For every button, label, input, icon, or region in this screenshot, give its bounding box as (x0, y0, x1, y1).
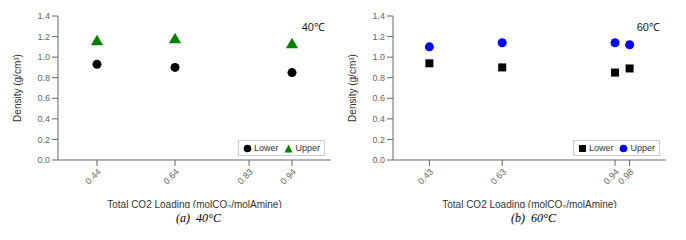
svg-text:1.4: 1.4 (37, 11, 50, 21)
svg-text:0.6: 0.6 (372, 93, 385, 103)
html-text:40℃: 40℃ (301, 21, 325, 33)
html-text:60℃: 60℃ (636, 21, 660, 33)
html-text:Lower: Lower (589, 143, 614, 153)
svg-text:Density (g/cm³): Density (g/cm³) (347, 54, 358, 122)
svg-text:1.0: 1.0 (37, 52, 50, 62)
svg-text:1.2: 1.2 (372, 32, 385, 42)
svg-text:0.4: 0.4 (372, 114, 385, 124)
svg-text:Total CO2 Loading (molCO₂/molA: Total CO2 Loading (molCO₂/molAmine) (107, 199, 282, 208)
html-text:(a) 40°C: (a) 40°C (176, 211, 221, 225)
svg-text:0.94: 0.94 (278, 167, 297, 186)
svg-text:0.94: 0.94 (601, 166, 621, 187)
html-text:Upper: Upper (630, 143, 655, 153)
html-text:(b) 60°C: (b) 60°C (511, 211, 556, 225)
svg-text:1.0: 1.0 (372, 52, 385, 62)
svg-text:0.2: 0.2 (37, 135, 50, 145)
svg-text:0.2: 0.2 (372, 135, 385, 145)
svg-text:0.64: 0.64 (161, 167, 180, 186)
svg-text:Density (g/cm³): Density (g/cm³) (12, 54, 23, 122)
svg-text:Total CO2 Loading (molCO₂/molA: Total CO2 Loading (molCO₂/molAmine) (442, 199, 617, 208)
svg-text:1.4: 1.4 (372, 11, 385, 21)
svg-text:0.44: 0.44 (83, 167, 102, 186)
svg-text:0.83: 0.83 (236, 167, 255, 186)
svg-text:0.6: 0.6 (37, 93, 50, 103)
svg-text:1.2: 1.2 (37, 32, 50, 42)
svg-text:0.8: 0.8 (37, 73, 50, 83)
svg-text:0.63: 0.63 (489, 167, 508, 186)
svg-text:0.43: 0.43 (416, 167, 435, 186)
html-text:Lower: Lower (254, 143, 279, 153)
html-text:Upper: Upper (295, 143, 320, 153)
svg-text:0.0: 0.0 (37, 155, 50, 165)
svg-text:0.4: 0.4 (37, 114, 50, 124)
svg-text:0.8: 0.8 (372, 73, 385, 83)
svg-text:0.0: 0.0 (372, 155, 385, 165)
svg-text:0.98: 0.98 (616, 167, 635, 186)
